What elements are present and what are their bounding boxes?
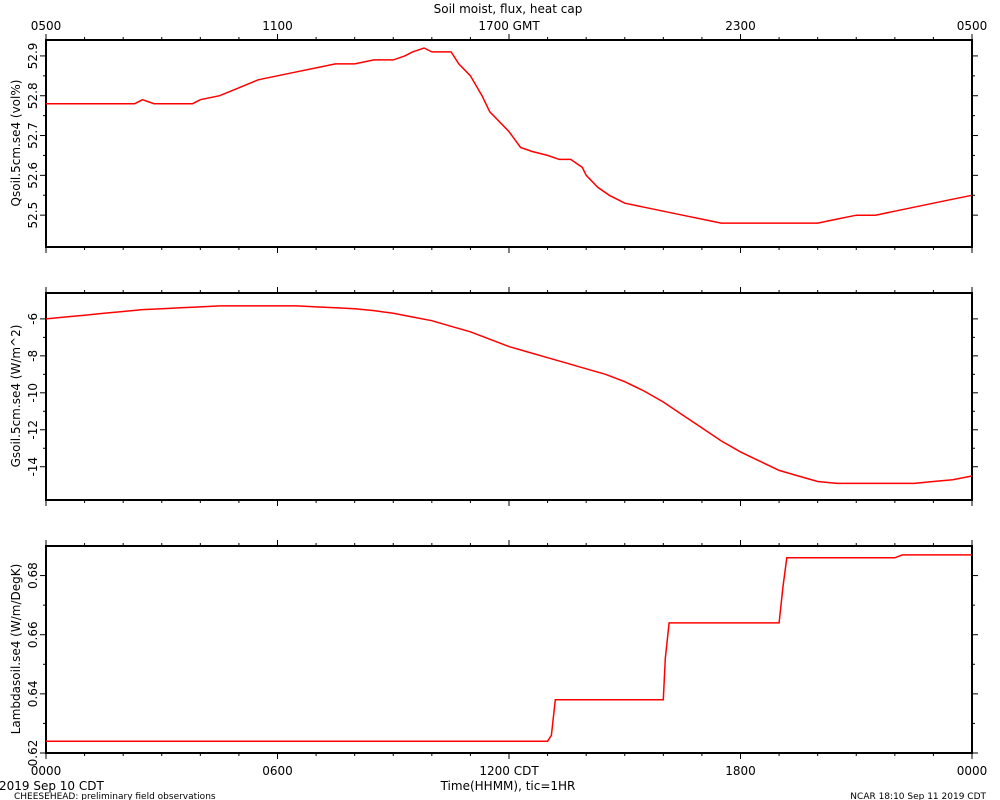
y-tick-label: -10 (26, 383, 40, 403)
x-tick-label-bottom: 1800 (725, 764, 756, 778)
x-tick-label-top: 0500 (31, 19, 62, 33)
frame-soil-heat-flux (45, 292, 973, 501)
ylabel-soil-heat-flux: Gsoil.5cm.se4 (W/m^2) (9, 325, 23, 468)
y-tick-label: 52.7 (26, 122, 40, 149)
y-tick-label: -14 (26, 457, 40, 477)
panel-thermal-conductivity: Lambdasoil.se4 (W/m/DegK) (9, 545, 973, 754)
y-tick-label: 52.9 (26, 43, 40, 70)
y-tick-label: 0.68 (26, 562, 40, 589)
x-tick-label-top: 0500 (957, 19, 988, 33)
x-tick-label-top: 1700 GMT (478, 19, 540, 33)
y-tick-label: 52.6 (26, 162, 40, 189)
x-tick-label-top: 2300 (725, 19, 756, 33)
y-tick-label: -12 (26, 420, 40, 440)
footer-right: NCAR 18:10 Sep 11 2019 CDT (850, 792, 986, 800)
x-tick-label-bottom: 0000 (31, 764, 62, 778)
x-tick-label-bottom: 0600 (262, 764, 293, 778)
ylabel-soil-moisture: Qsoil.5cm.se4 (vol%) (9, 80, 23, 207)
y-tick-label: 0.66 (26, 621, 40, 648)
x-tick-label-top: 1100 (262, 19, 293, 33)
chart-marks-panel-1: 52.5 52.6 52.7 52.8 52.9 (26, 34, 978, 253)
y-tick-label: 52.5 (26, 202, 40, 229)
series-line-panel-1 (46, 47, 973, 224)
x-axis-label: Time(HHMM), tic=1HR (440, 779, 576, 793)
y-tick-label: 52.8 (26, 82, 40, 109)
frame-soil-moisture (45, 39, 973, 248)
y-tick-label: -8 (26, 350, 40, 362)
figure-title: Soil moist, flux, heat cap (434, 2, 583, 16)
series-line-panel-3 (46, 554, 972, 742)
ylabel-thermal-conductivity: Lambdasoil.se4 (W/m/DegK) (9, 564, 23, 735)
panel-soil-heat-flux: Gsoil.5cm.se4 (W/m^2) (9, 292, 973, 501)
panel-soil-moisture: Qsoil.5cm.se4 (vol%) (9, 39, 973, 248)
x-tick-label-bottom: 0000 (957, 764, 988, 778)
y-tick-label: -6 (26, 313, 40, 325)
series-line-panel-2 (45, 305, 973, 485)
frame-thermal-conductivity (45, 545, 973, 754)
chart-marks-panel-2: -14 -12 -10 -8 -6 (26, 287, 978, 506)
x-tick-label-bottom: 1200 CDT (479, 764, 539, 778)
footer-left: CHEESEHEAD: preliminary field observatio… (14, 792, 216, 800)
y-tick-label: 0.62 (26, 740, 40, 767)
y-tick-label: 0.64 (26, 680, 40, 707)
date-label: 2019 Sep 10 CDT (0, 779, 104, 793)
chart-marks-panel-3: 0.62 0.64 0.66 0.68 (26, 540, 978, 766)
